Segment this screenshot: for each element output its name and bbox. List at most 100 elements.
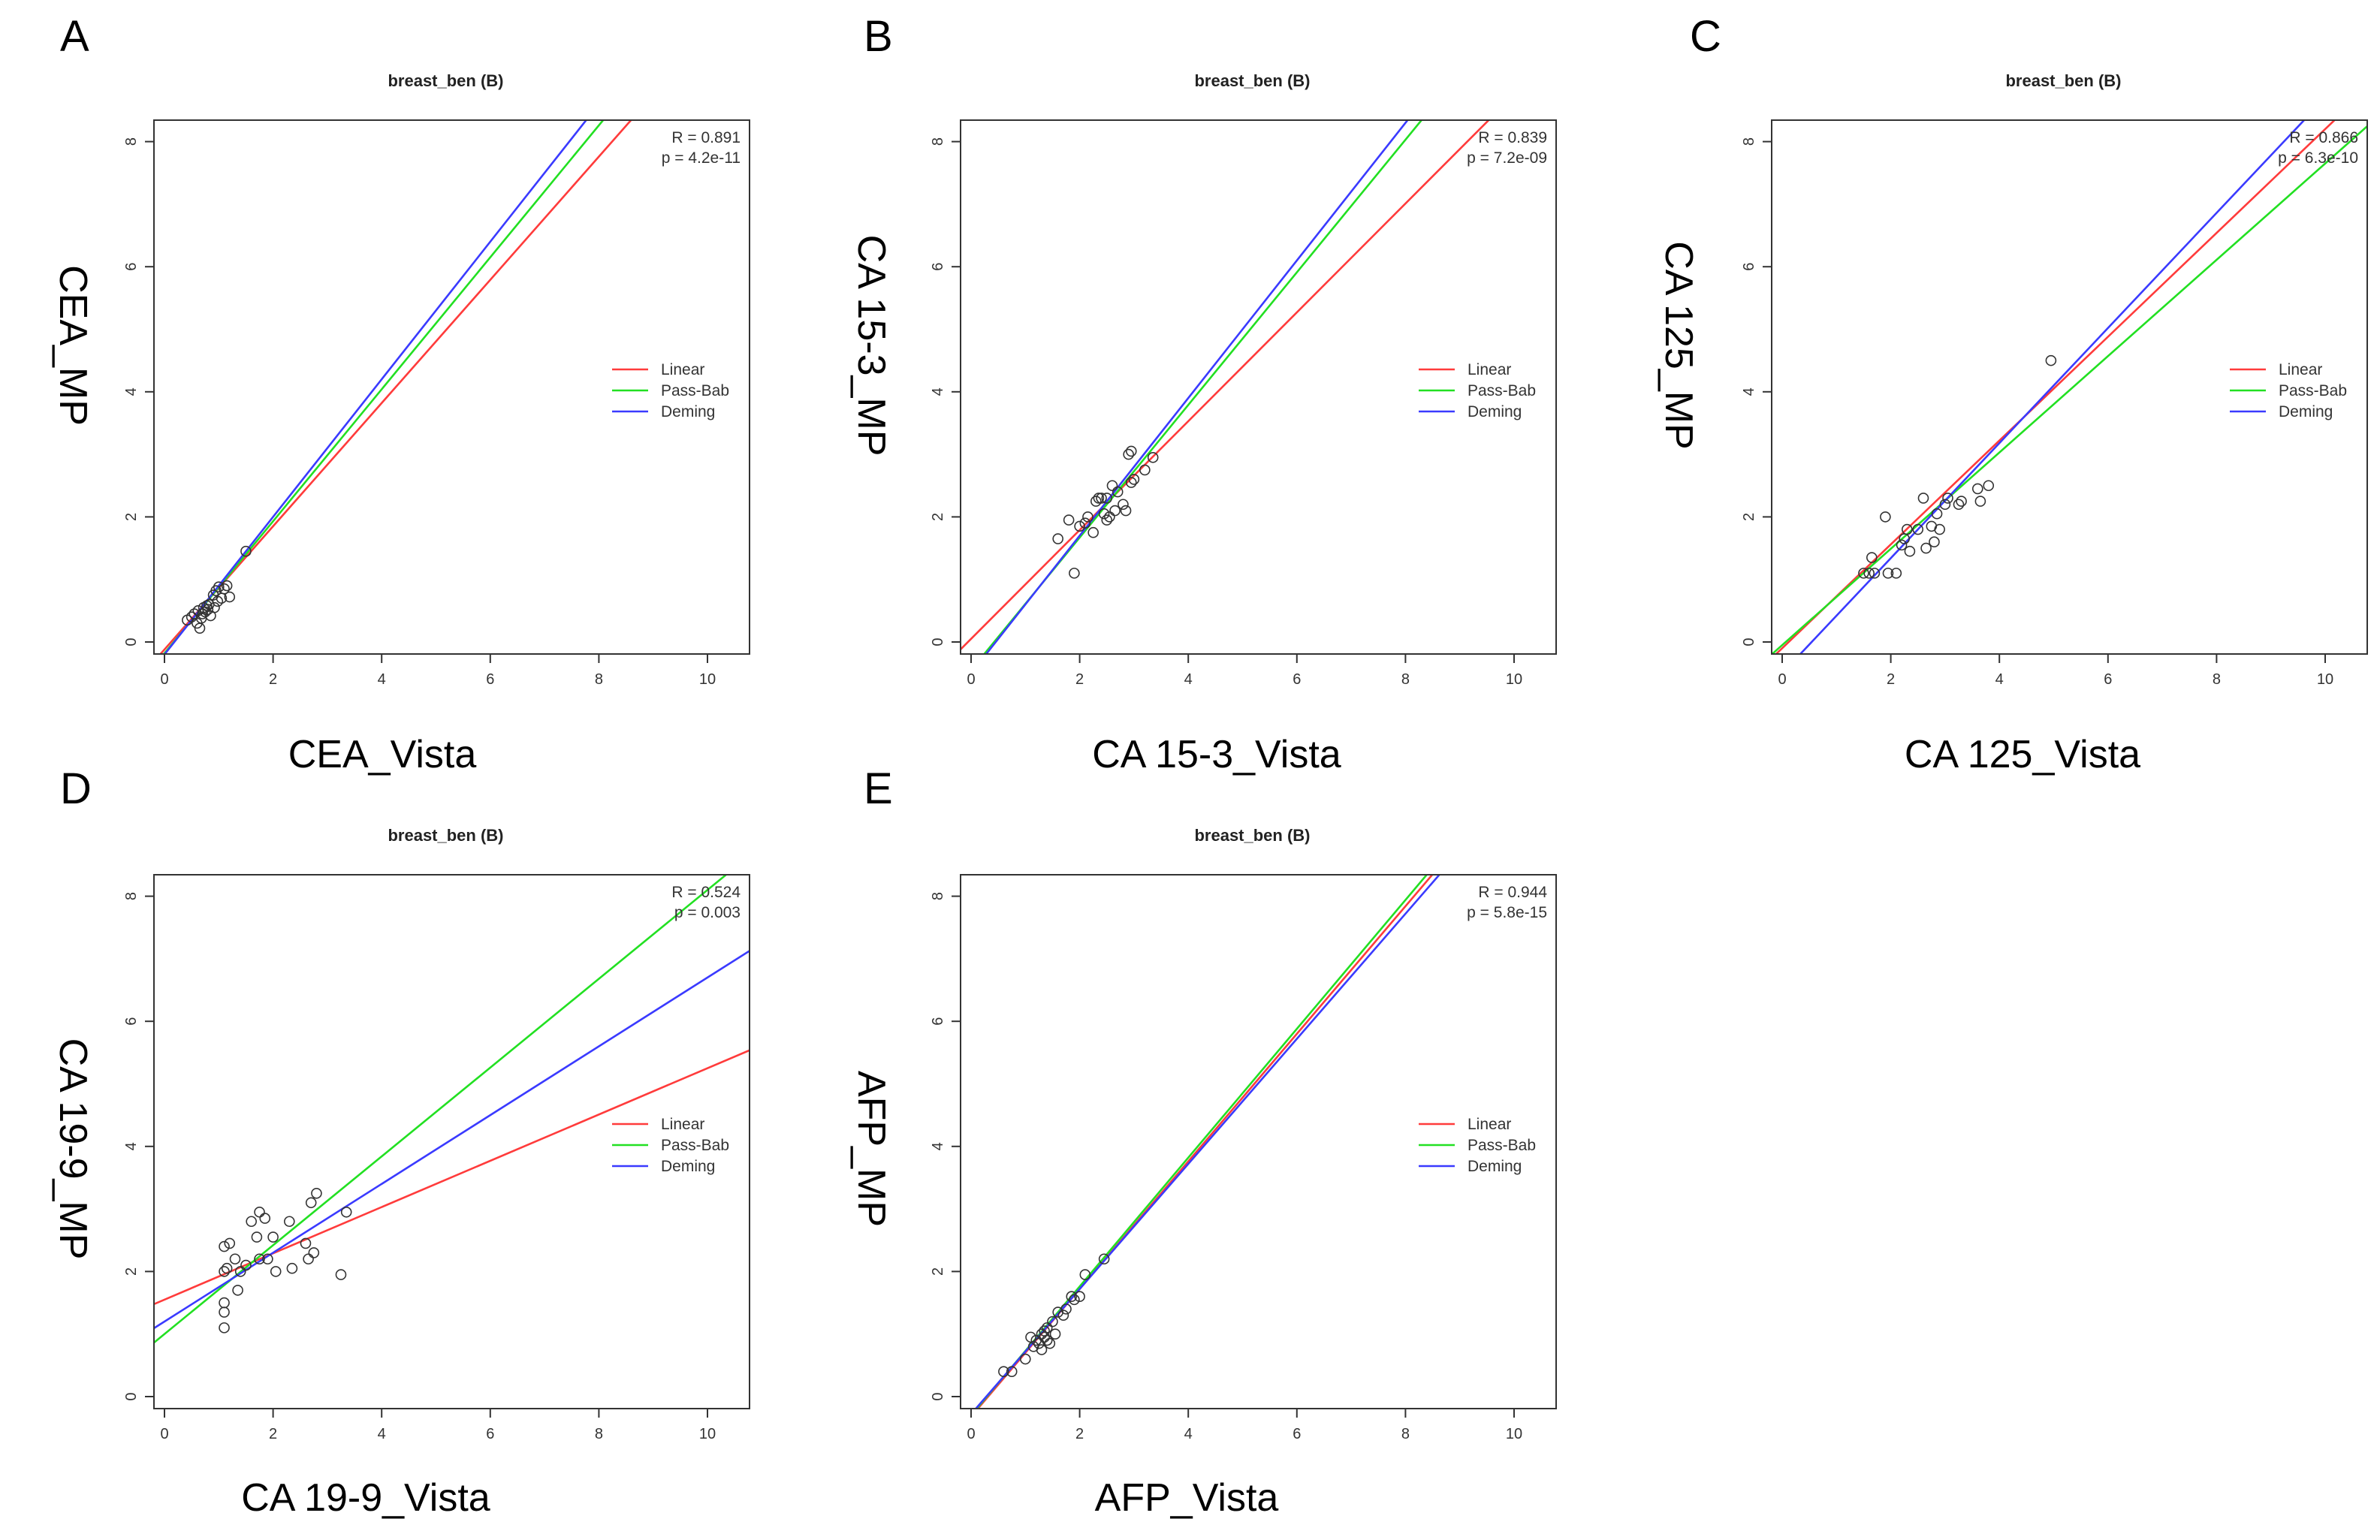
data-point xyxy=(300,1237,312,1249)
y-tick-label: 6 xyxy=(930,263,946,271)
data-point xyxy=(1920,542,1932,554)
data-point xyxy=(308,1247,320,1258)
y-tick-label: 6 xyxy=(123,263,140,271)
y-tick-label: 4 xyxy=(1741,387,1757,396)
fit-line-passbab xyxy=(162,120,605,654)
data-point xyxy=(219,1266,230,1277)
x-tick-label: 8 xyxy=(595,1426,603,1442)
data-point xyxy=(1123,448,1134,460)
y-axis-label: AFP_MP xyxy=(849,1071,893,1227)
x-tick-label: 10 xyxy=(2317,671,2333,688)
data-point xyxy=(1120,505,1132,517)
x-tick-label: 4 xyxy=(1995,671,2004,688)
data-point xyxy=(1044,1337,1056,1349)
data-point xyxy=(1063,514,1075,526)
data-point xyxy=(2045,354,2057,366)
y-tick-label: 2 xyxy=(1741,513,1757,521)
y-tick-label: 0 xyxy=(123,1392,140,1400)
y-tick-label: 0 xyxy=(930,1392,946,1400)
data-point xyxy=(1079,1269,1091,1280)
data-point xyxy=(232,1285,243,1296)
data-point xyxy=(340,1206,352,1218)
data-point xyxy=(1036,1344,1048,1355)
data-points xyxy=(1858,354,2057,579)
legend-label-passbab: Pass-Bab xyxy=(1468,1137,1536,1154)
data-point xyxy=(1066,1291,1078,1303)
legend-label-deming: Deming xyxy=(2279,403,2333,420)
data-points xyxy=(219,1187,352,1334)
x-tick-label: 0 xyxy=(967,671,975,688)
y-tick-label: 2 xyxy=(123,1267,140,1276)
x-tick-label: 8 xyxy=(2213,671,2221,688)
y-tick-label: 0 xyxy=(930,637,946,646)
stat-r: R = 0.891 xyxy=(671,129,741,146)
y-tick-label: 6 xyxy=(930,1017,946,1026)
stat-p: p = 5.8e-15 xyxy=(1467,904,1547,921)
y-tick-label: 8 xyxy=(930,137,946,146)
data-point xyxy=(283,1216,295,1228)
data-point xyxy=(219,1306,230,1318)
data-point xyxy=(1896,539,1908,551)
data-point xyxy=(229,1253,241,1265)
x-tick-label: 6 xyxy=(486,671,494,688)
data-point xyxy=(1090,496,1102,507)
x-tick-label: 8 xyxy=(1401,1426,1410,1442)
data-point xyxy=(1929,536,1940,548)
data-point xyxy=(1041,1334,1053,1346)
data-point xyxy=(1863,568,1875,579)
data-point xyxy=(1869,568,1881,579)
data-point xyxy=(240,1259,252,1271)
legend-label-linear: Linear xyxy=(2279,361,2322,378)
x-tick-label: 0 xyxy=(967,1426,975,1442)
x-tick-label: 2 xyxy=(1887,671,1895,688)
x-tick-label: 10 xyxy=(1506,671,1522,688)
data-point xyxy=(213,581,225,592)
data-point xyxy=(1079,517,1091,529)
panel-letter: D xyxy=(60,764,92,813)
legend-label-passbab: Pass-Bab xyxy=(1468,382,1536,399)
stat-r: R = 0.524 xyxy=(671,884,741,901)
data-point xyxy=(1052,533,1063,544)
x-tick-label: 4 xyxy=(1184,671,1193,688)
fit-line-passbab xyxy=(1772,125,2367,654)
x-tick-label: 4 xyxy=(1184,1426,1193,1442)
panel-letter: C xyxy=(1690,12,1721,61)
data-point xyxy=(1006,1366,1018,1377)
legend-label-deming: Deming xyxy=(661,403,715,420)
x-tick-label: 6 xyxy=(1293,1426,1301,1442)
data-point xyxy=(1118,499,1129,511)
data-point xyxy=(1069,568,1080,579)
data-point xyxy=(259,1213,271,1224)
legend: Linear Pass-Bab Deming xyxy=(612,1116,729,1175)
x-tick-label: 0 xyxy=(160,1426,168,1442)
data-point xyxy=(212,595,224,607)
fit-line-deming xyxy=(1799,120,2306,654)
data-point xyxy=(251,1231,263,1243)
plot-title: breast_ben (B) xyxy=(1194,71,1310,90)
data-point xyxy=(1912,523,1924,535)
y-tick-label: 0 xyxy=(123,637,140,646)
data-point xyxy=(1020,1353,1031,1365)
legend-label-linear: Linear xyxy=(1468,1116,1511,1133)
plot-title: breast_ben (B) xyxy=(2005,71,2121,90)
data-point xyxy=(1109,505,1121,517)
y-tick-label: 4 xyxy=(123,1142,140,1150)
data-point xyxy=(267,1231,279,1243)
fit-line-deming xyxy=(985,120,1409,654)
x-tick-label: 10 xyxy=(699,671,716,688)
data-point xyxy=(1074,1291,1085,1303)
data-point xyxy=(335,1269,347,1280)
y-tick-label: 8 xyxy=(930,892,946,900)
x-axis-label: AFP_Vista xyxy=(1095,1476,1279,1520)
x-tick-label: 6 xyxy=(2104,671,2112,688)
data-point xyxy=(1036,1328,1048,1340)
data-point xyxy=(1098,508,1110,520)
data-point xyxy=(1939,499,1951,511)
data-point xyxy=(1060,1303,1072,1315)
stat-p: p = 6.3e-10 xyxy=(2278,149,2358,167)
x-tick-label: 6 xyxy=(486,1426,494,1442)
data-points xyxy=(998,1253,1110,1377)
data-point xyxy=(254,1253,265,1265)
x-tick-label: 6 xyxy=(1293,671,1301,688)
